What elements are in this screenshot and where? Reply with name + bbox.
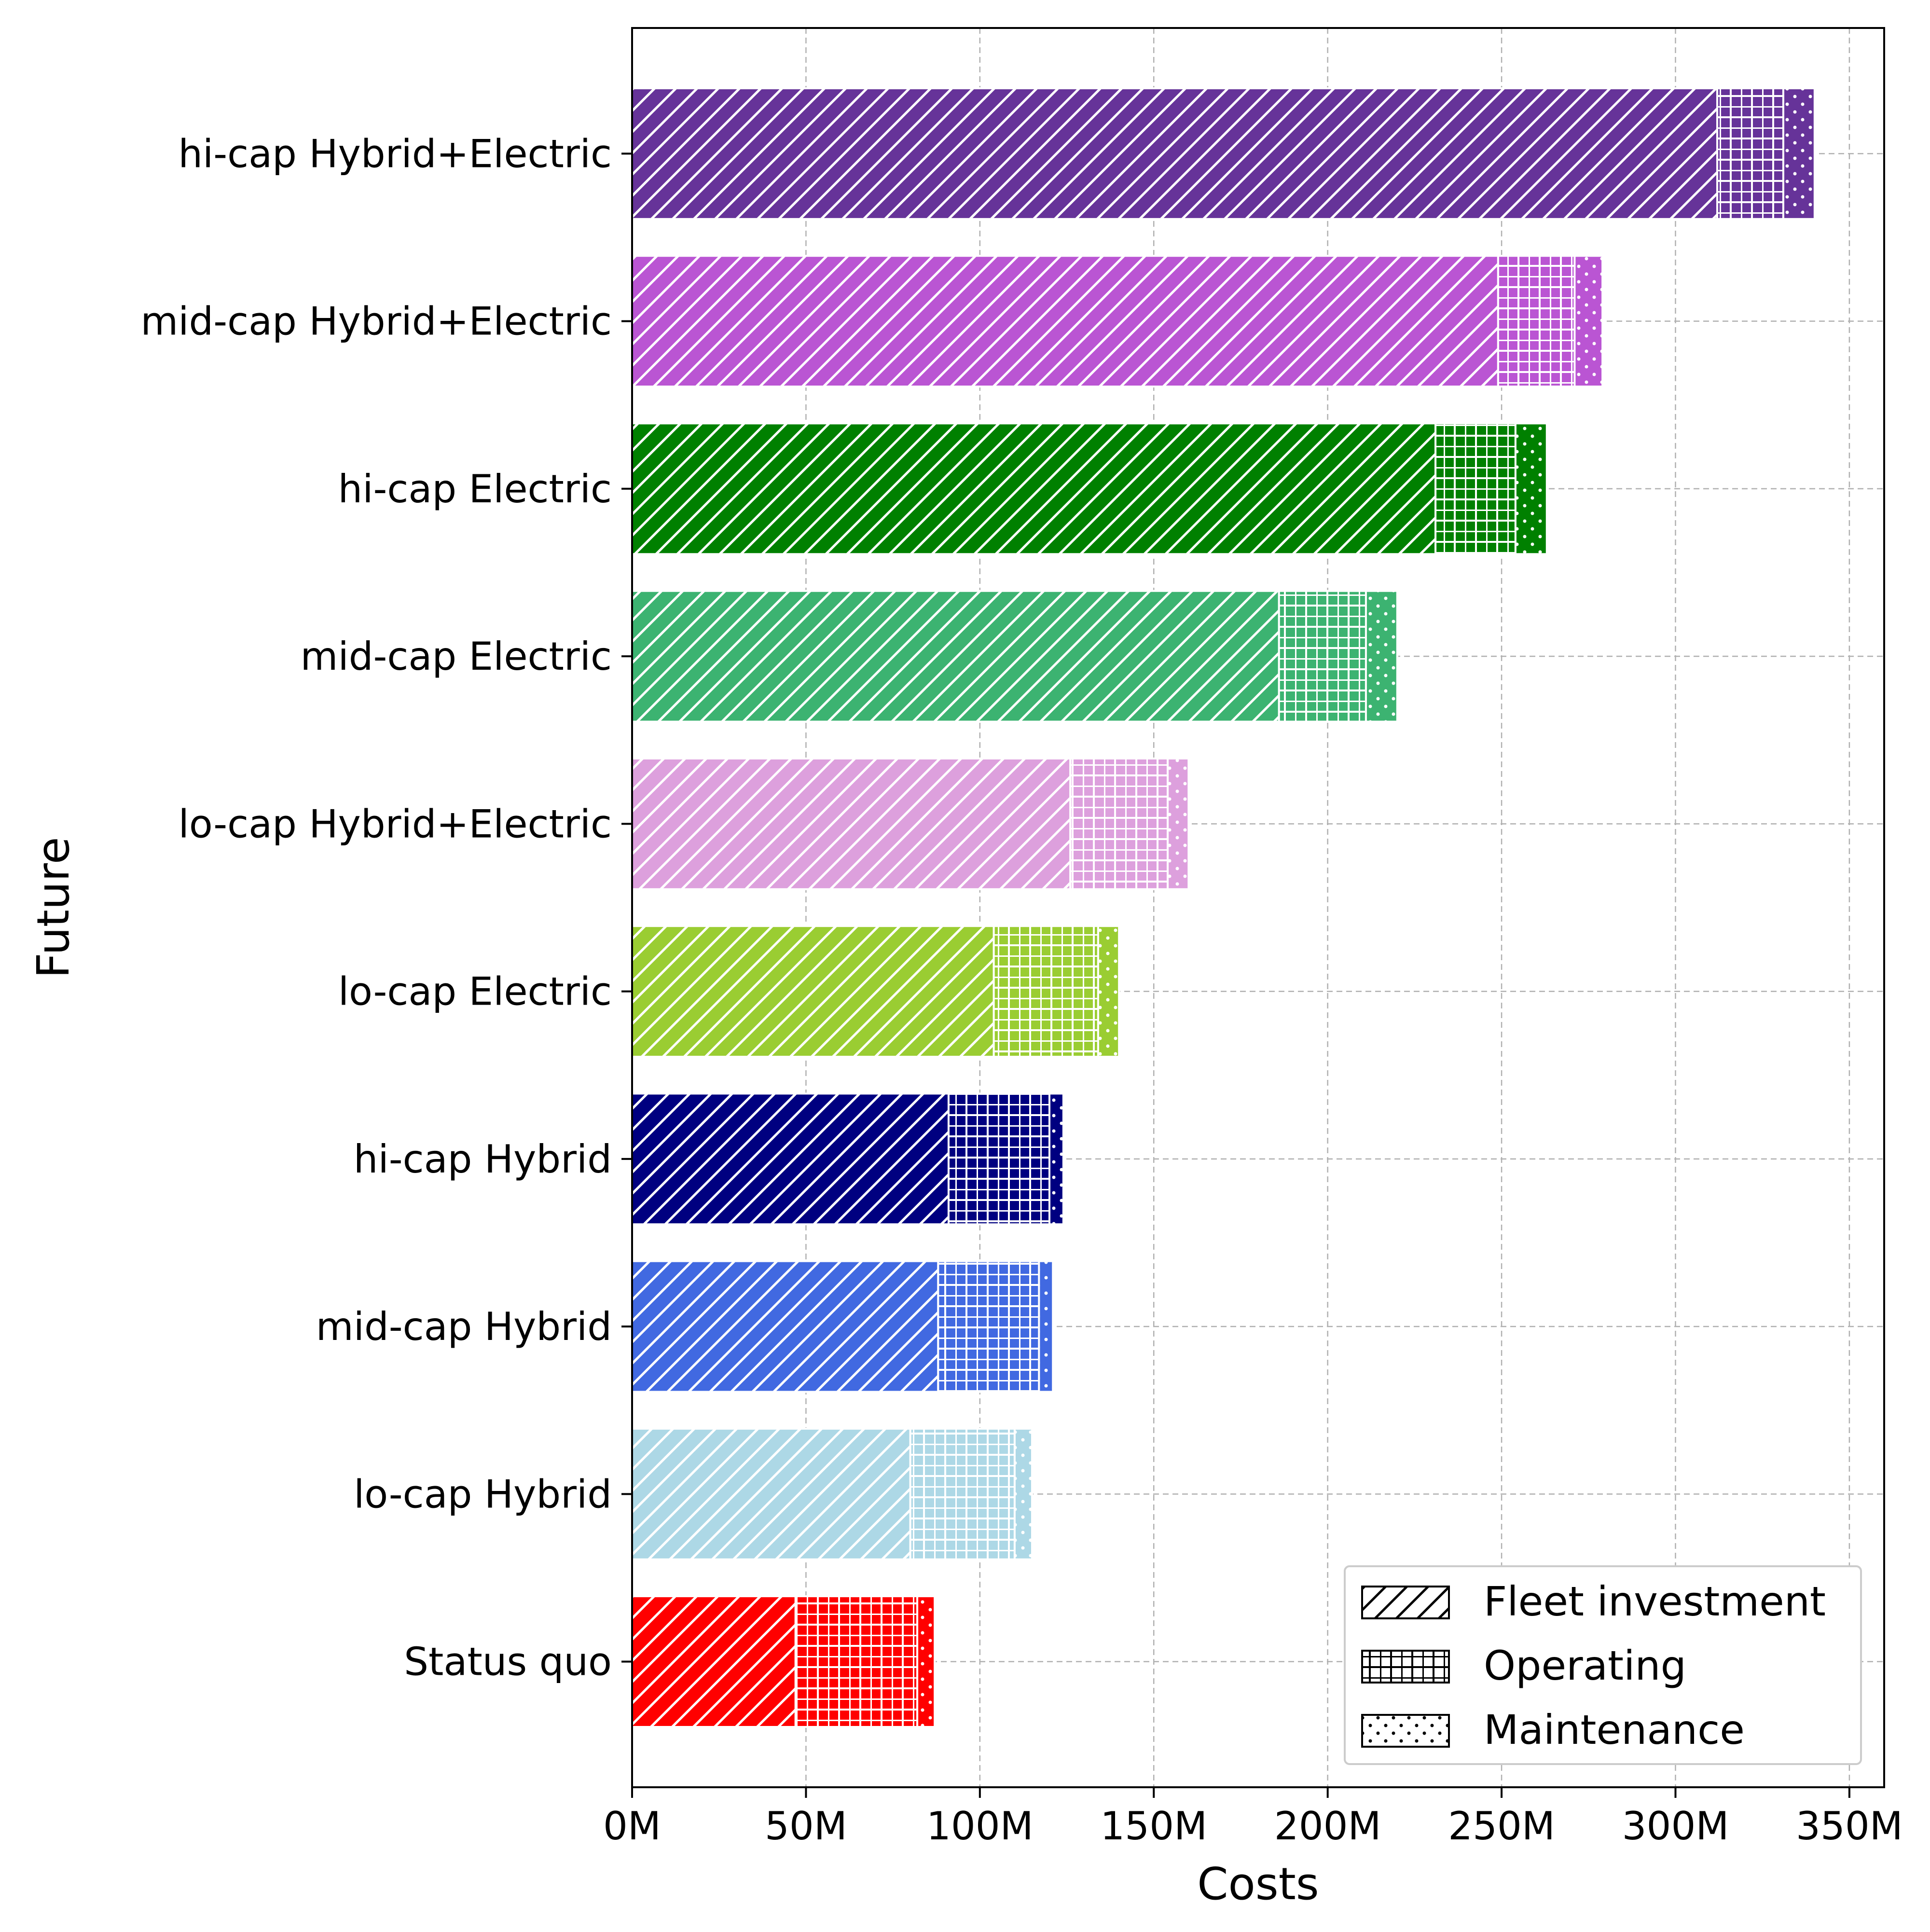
y-tick-label-lo-cap-hybrid-electric: lo-cap Hybrid+Electric [179,801,612,846]
legend-swatch-fleet-investment [1361,1586,1450,1619]
bar-mid-cap-electric-fleet-investment [631,590,1280,723]
x-tick-label: 150M [1100,1804,1207,1849]
plot-frame [631,27,1885,1788]
bar-hi-cap-hybrid-maintenance [1048,1092,1064,1226]
bar-lo-cap-hybrid-electric-maintenance [1167,757,1190,890]
bar-mid-cap-hybrid-electric-operating [1497,255,1576,388]
bar-hi-cap-hybrid-operating [947,1092,1051,1226]
legend-box [1344,1565,1862,1765]
bar-lo-cap-electric-operating [993,925,1099,1058]
y-tick-label-hi-cap-hybrid-electric: hi-cap Hybrid+Electric [178,131,612,176]
y-tick-label-mid-cap-hybrid: mid-cap Hybrid [316,1304,612,1349]
bar-lo-cap-electric-fleet-investment [631,925,995,1058]
axis-ticks: 0M 50M 100M 150M 200M 250M 300M 350M hi-cap Hybr… [140,131,1902,1849]
bar-lo-cap-electric-maintenance [1097,925,1120,1058]
bar-group-hi-cap-hybrid [631,1092,1064,1226]
bar-group-lo-cap-hybrid [631,1427,1033,1560]
bar-hi-cap-hybrid-electric-fleet-investment [631,87,1718,220]
y-axis-title: Future [28,837,79,979]
y-tick-label-hi-cap-electric: hi-cap Electric [338,467,612,511]
legend-label-maintenance: Maintenance [1484,1706,1745,1753]
x-tick-label: 350M [1796,1804,1903,1849]
bar-status-quo-maintenance [916,1595,936,1728]
bars [631,87,1816,1728]
y-tick-label-mid-cap-electric: mid-cap Electric [301,634,612,679]
x-tick-label: 50M [765,1804,847,1849]
x-tick-label: 300M [1622,1804,1729,1849]
x-tick-label: 100M [926,1804,1034,1849]
bar-mid-cap-hybrid-electric-maintenance [1573,255,1604,388]
y-tick-label-lo-cap-electric: lo-cap Electric [338,969,612,1014]
bar-hi-cap-electric-operating [1434,422,1516,555]
bar-mid-cap-hybrid-operating [937,1260,1040,1393]
bar-mid-cap-hybrid-maintenance [1038,1260,1054,1393]
bar-lo-cap-hybrid-electric-fleet-investment [631,757,1072,890]
bar-lo-cap-hybrid-electric-operating [1069,757,1169,890]
bar-mid-cap-hybrid-fleet-investment [631,1260,939,1393]
legend-swatch-maintenance [1361,1714,1450,1748]
x-tick-label: 200M [1274,1804,1381,1849]
bar-hi-cap-hybrid-electric-operating [1716,87,1784,220]
x-tick-label: 250M [1448,1804,1555,1849]
y-tick-label-mid-cap-hybrid-electric: mid-cap Hybrid+Electric [140,299,612,344]
bar-group-mid-cap-electric [631,590,1398,723]
bar-group-mid-cap-hybrid-electric [631,255,1604,388]
bar-group-status-quo [631,1595,936,1728]
bar-mid-cap-hybrid-electric-fleet-investment [631,255,1499,388]
bar-group-lo-cap-hybrid-electric [631,757,1190,890]
bar-group-hi-cap-electric [631,422,1548,555]
bar-status-quo-operating [794,1595,919,1728]
legend-label-fleet-investment: Fleet investment [1484,1578,1826,1625]
bar-mid-cap-electric-operating [1278,590,1367,723]
bar-hi-cap-electric-fleet-investment [631,422,1437,555]
bar-hi-cap-hybrid-electric-maintenance [1782,87,1816,220]
y-tick-label-hi-cap-hybrid: hi-cap Hybrid [354,1137,612,1182]
bar-lo-cap-hybrid-fleet-investment [631,1427,911,1560]
bar-lo-cap-hybrid-operating [909,1427,1016,1560]
bar-hi-cap-electric-maintenance [1514,422,1548,555]
bar-group-lo-cap-electric [631,925,1120,1058]
bar-group-mid-cap-hybrid [631,1260,1054,1393]
legend-label-operating: Operating [1484,1642,1686,1689]
bar-hi-cap-hybrid-fleet-investment [631,1092,950,1226]
x-tick-label: 0M [603,1804,661,1849]
bar-lo-cap-hybrid-maintenance [1013,1427,1033,1560]
legend-swatch-operating [1361,1650,1450,1684]
legend: Fleet investment Operating Maintenance [1344,1565,1862,1765]
bar-status-quo-fleet-investment [631,1595,797,1728]
y-tick-label-status-quo: Status quo [404,1640,612,1684]
x-axis-title: Costs [1197,1858,1319,1910]
bar-group-hi-cap-hybrid-electric [631,87,1816,220]
bar-mid-cap-electric-maintenance [1365,590,1398,723]
y-tick-label-lo-cap-hybrid: lo-cap Hybrid [354,1472,612,1517]
